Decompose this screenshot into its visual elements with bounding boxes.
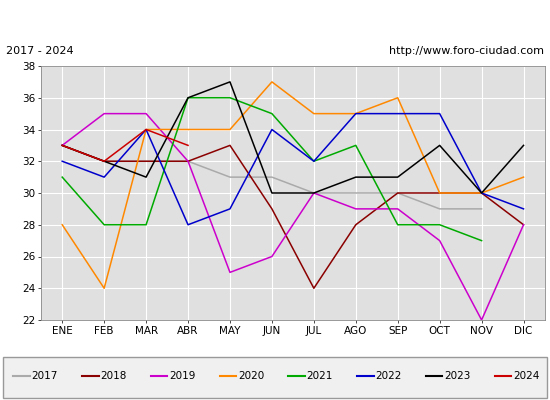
Text: 2017: 2017 — [32, 371, 58, 381]
Text: 2018: 2018 — [100, 371, 126, 381]
Text: http://www.foro-ciudad.com: http://www.foro-ciudad.com — [389, 46, 544, 56]
Text: 2019: 2019 — [169, 371, 195, 381]
Text: 2022: 2022 — [375, 371, 402, 381]
Text: 2023: 2023 — [444, 371, 470, 381]
Text: 2017 - 2024: 2017 - 2024 — [6, 46, 73, 56]
Text: 2024: 2024 — [513, 371, 539, 381]
FancyBboxPatch shape — [3, 357, 547, 398]
Text: Evolucion del paro registrado en Terque: Evolucion del paro registrado en Terque — [123, 10, 427, 26]
Text: 2021: 2021 — [307, 371, 333, 381]
Text: 2020: 2020 — [238, 371, 264, 381]
